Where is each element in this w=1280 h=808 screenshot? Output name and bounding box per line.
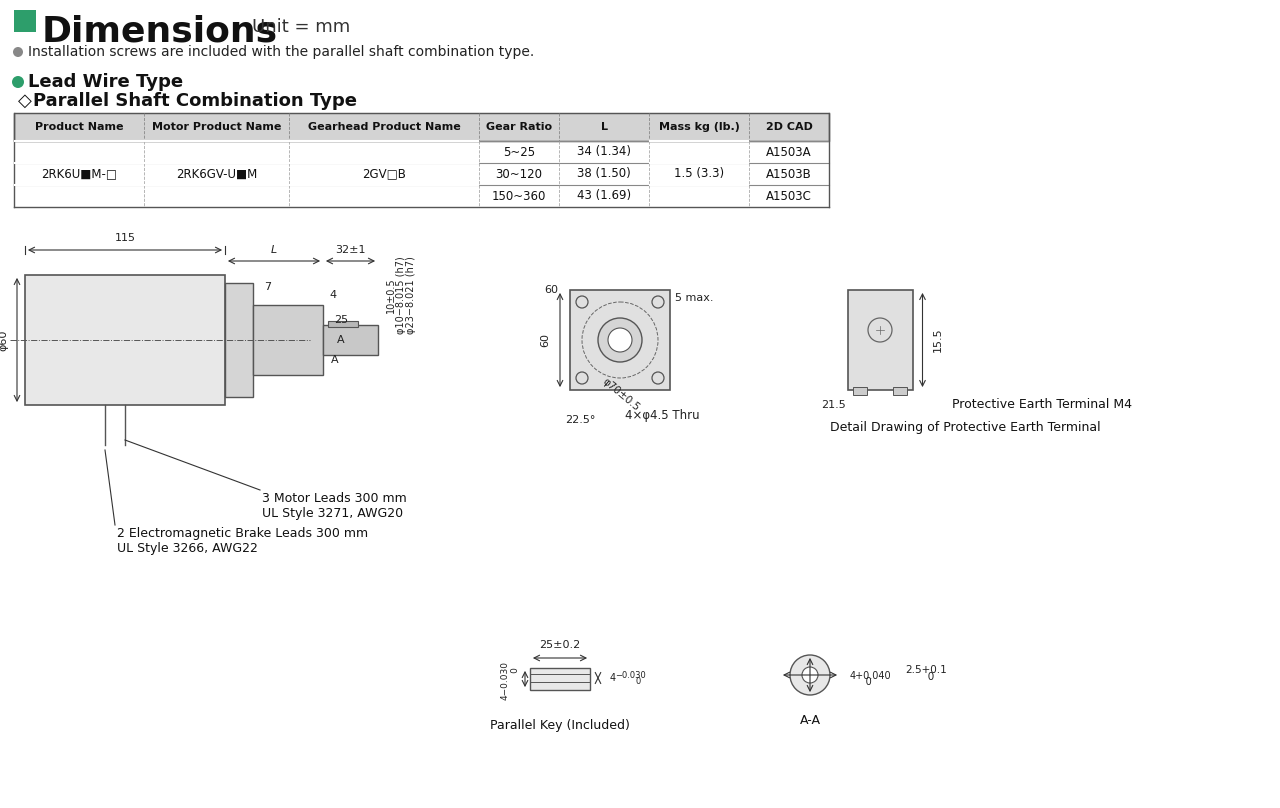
Text: Detail Drawing of Protective Earth Terminal: Detail Drawing of Protective Earth Termi… [829, 422, 1101, 435]
Text: 0: 0 [905, 672, 934, 682]
Bar [893, 387, 908, 395]
Text: 2RK6U■M-□: 2RK6U■M-□ [41, 167, 116, 180]
Circle shape [598, 318, 643, 362]
Bar [14, 10, 36, 32]
Text: 4: 4 [329, 290, 337, 300]
Text: 21.5: 21.5 [820, 400, 846, 410]
Text: Gear Ratio: Gear Ratio [486, 122, 552, 132]
Text: 10±0.5: 10±0.5 [387, 277, 396, 313]
Bar [530, 668, 590, 690]
Text: 25±0.2: 25±0.2 [539, 640, 581, 650]
Text: 4×φ4.5 Thru: 4×φ4.5 Thru [625, 409, 700, 422]
Text: Protective Earth Terminal M4: Protective Earth Terminal M4 [952, 398, 1133, 411]
Text: 34 (1.34): 34 (1.34) [577, 145, 631, 158]
Text: 60: 60 [540, 333, 550, 347]
Text: φ70±0.5: φ70±0.5 [600, 377, 641, 414]
Text: A: A [337, 335, 344, 345]
Circle shape [790, 655, 829, 695]
Text: 150~360: 150~360 [492, 190, 547, 203]
Text: φ60: φ60 [0, 330, 8, 351]
Text: 4+0.040: 4+0.040 [850, 671, 892, 681]
Text: 4: 4 [611, 673, 616, 683]
Text: A1503C: A1503C [765, 190, 812, 203]
Text: 32±1: 32±1 [335, 245, 366, 255]
Circle shape [608, 328, 632, 352]
Text: 2RK6GV-U■M: 2RK6GV-U■M [175, 167, 257, 180]
Text: Gearhead Product Name: Gearhead Product Name [307, 122, 461, 132]
Text: Installation screws are included with the parallel shaft combination type.: Installation screws are included with th… [28, 45, 534, 59]
Bar [225, 283, 253, 397]
Text: 2GV□B: 2GV□B [362, 167, 406, 180]
Text: 2 Electromagnetic Brake Leads 300 mm
UL Style 3266, AWG22: 2 Electromagnetic Brake Leads 300 mm UL … [116, 527, 369, 555]
Bar [323, 325, 378, 355]
Text: 15.5: 15.5 [933, 328, 942, 352]
Text: 115: 115 [114, 233, 136, 243]
Bar [570, 290, 669, 390]
Text: 60: 60 [544, 285, 558, 295]
Bar [253, 305, 323, 375]
Text: 2D CAD: 2D CAD [765, 122, 813, 132]
Text: Parallel Shaft Combination Type: Parallel Shaft Combination Type [33, 92, 357, 110]
Bar [847, 290, 913, 390]
Text: 0: 0 [850, 677, 872, 687]
Text: Dimensions: Dimensions [42, 14, 278, 48]
Bar [328, 321, 358, 327]
Text: A-A: A-A [800, 713, 820, 726]
Bar [852, 387, 867, 395]
Bar [26, 275, 225, 405]
Circle shape [652, 296, 664, 308]
Text: 4−0.030
       0: 4−0.030 0 [500, 660, 520, 700]
Text: 22.5°: 22.5° [564, 415, 595, 425]
Text: Lead Wire Type: Lead Wire Type [28, 73, 183, 91]
Bar [14, 113, 829, 141]
Text: φ10−8.015 (h7): φ10−8.015 (h7) [396, 256, 406, 334]
Circle shape [652, 372, 664, 384]
Text: Mass kg (lb.): Mass kg (lb.) [659, 122, 740, 132]
Text: L: L [271, 245, 278, 255]
Circle shape [576, 296, 588, 308]
Text: 0: 0 [614, 676, 641, 685]
Circle shape [13, 47, 23, 57]
Text: ◇: ◇ [18, 92, 32, 110]
Text: 7: 7 [265, 282, 271, 292]
Text: 30~120: 30~120 [495, 167, 543, 180]
Text: 25: 25 [334, 315, 348, 325]
Bar [14, 113, 829, 141]
Text: 1.5 (3.3): 1.5 (3.3) [675, 167, 724, 180]
Text: 2.5+0.1: 2.5+0.1 [905, 665, 947, 675]
Text: −0.030: −0.030 [614, 671, 645, 680]
Circle shape [803, 667, 818, 683]
Text: Motor Product Name: Motor Product Name [152, 122, 282, 132]
Circle shape [12, 76, 24, 88]
Text: A1503B: A1503B [767, 167, 812, 180]
Text: 5~25: 5~25 [503, 145, 535, 158]
Text: 5 max.: 5 max. [675, 293, 713, 303]
Text: L: L [600, 122, 608, 132]
Text: Unit = mm: Unit = mm [252, 18, 351, 36]
Text: Parallel Key (Included): Parallel Key (Included) [490, 718, 630, 731]
Text: 3 Motor Leads 300 mm
UL Style 3271, AWG20: 3 Motor Leads 300 mm UL Style 3271, AWG2… [262, 492, 407, 520]
Text: Product Name: Product Name [35, 122, 123, 132]
Text: A: A [332, 355, 339, 365]
Text: A1503A: A1503A [767, 145, 812, 158]
Text: 43 (1.69): 43 (1.69) [577, 190, 631, 203]
Circle shape [576, 372, 588, 384]
Text: 38 (1.50): 38 (1.50) [577, 167, 631, 180]
Text: φ23−8.021 (h7): φ23−8.021 (h7) [406, 256, 416, 334]
